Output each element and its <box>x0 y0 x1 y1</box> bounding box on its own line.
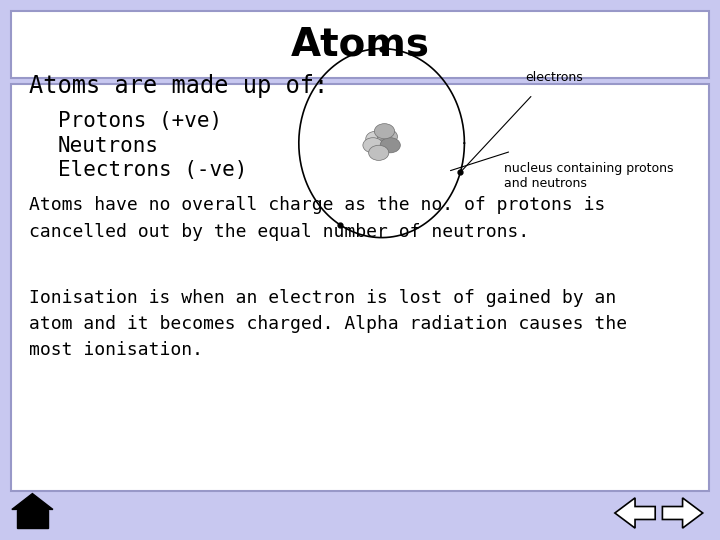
Circle shape <box>366 131 386 146</box>
Circle shape <box>374 124 395 139</box>
Text: Neutrons: Neutrons <box>58 136 158 156</box>
Text: Protons (+ve): Protons (+ve) <box>58 111 222 132</box>
Text: electrons: electrons <box>526 71 583 84</box>
Text: Electrons (-ve): Electrons (-ve) <box>58 160 247 180</box>
Text: Atoms have no overall charge as the no. of protons is
cancelled out by the equal: Atoms have no overall charge as the no. … <box>29 197 606 241</box>
Polygon shape <box>12 494 53 509</box>
Circle shape <box>372 140 392 155</box>
Circle shape <box>377 129 397 144</box>
Polygon shape <box>615 498 655 528</box>
Circle shape <box>363 138 383 153</box>
FancyBboxPatch shape <box>11 84 709 491</box>
Text: Atoms: Atoms <box>290 25 430 64</box>
FancyBboxPatch shape <box>11 11 709 78</box>
Circle shape <box>380 138 400 153</box>
Text: Atoms are made up of:: Atoms are made up of: <box>29 75 328 98</box>
Text: nucleus containing protons
and neutrons: nucleus containing protons and neutrons <box>504 162 673 190</box>
Circle shape <box>369 145 389 160</box>
Polygon shape <box>662 498 703 528</box>
Text: Ionisation is when an electron is lost of gained by an
atom and it becomes charg: Ionisation is when an electron is lost o… <box>29 288 627 360</box>
Polygon shape <box>17 510 48 528</box>
